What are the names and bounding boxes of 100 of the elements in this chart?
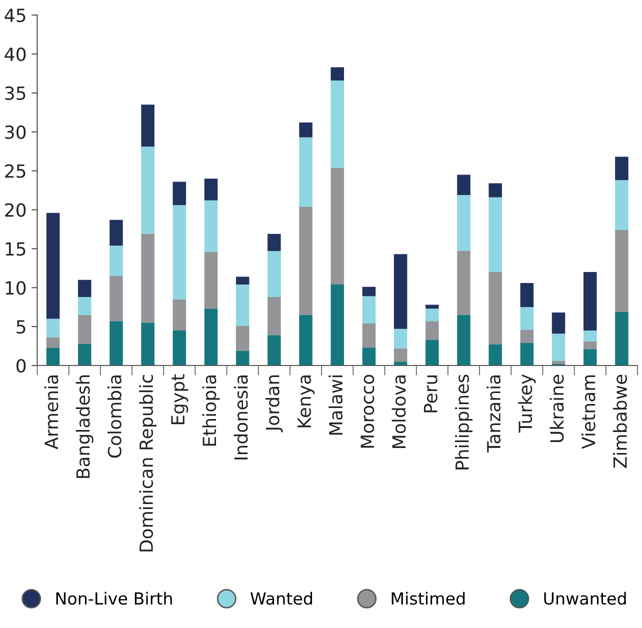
bar (583, 349, 597, 366)
x-tick-label: Dominican Republic (139, 374, 157, 552)
x-tick-label: Jordan (265, 375, 283, 432)
bar (552, 312, 566, 334)
bar (268, 335, 281, 366)
bar (268, 296, 281, 336)
bar (615, 312, 628, 366)
x-tick-label: Kenya (298, 375, 315, 428)
bar (110, 246, 123, 276)
bar (520, 342, 534, 366)
x-tick-label: Moldova (392, 375, 406, 448)
bar (488, 183, 502, 198)
bar (457, 314, 470, 366)
bar (141, 234, 154, 323)
bar (172, 205, 186, 300)
bar (268, 251, 281, 297)
bar (426, 340, 439, 366)
bar (78, 296, 92, 315)
bar (330, 284, 344, 366)
bar (299, 314, 312, 366)
bar (457, 251, 470, 315)
bar (520, 307, 534, 330)
x-tick-label: Colombia (107, 375, 122, 458)
y-tick-label: 10 (6, 281, 26, 295)
bar (488, 197, 502, 272)
y-tick-label: 40 (4, 47, 26, 62)
x-tick-label: Indonesia (234, 375, 248, 460)
y-tick-label: 0 (16, 358, 26, 373)
y-tick-label: 45 (4, 8, 26, 22)
bar (299, 206, 312, 315)
bar (46, 212, 60, 319)
x-tick-label: Ukraine (550, 374, 564, 442)
bar (362, 286, 376, 296)
bar (426, 308, 439, 322)
x-tick-label: Peru (424, 375, 438, 412)
x-tick-label: Vietnam (581, 375, 596, 449)
bar (615, 180, 628, 230)
bar (488, 344, 502, 366)
bar (110, 220, 123, 246)
x-tick-label: Bangladesh (76, 375, 94, 478)
bar (46, 318, 60, 338)
x-tick-label: Ethiopia (202, 375, 220, 446)
y-tick-label: 35 (5, 86, 26, 100)
bar (299, 137, 312, 207)
x-tick-label: Philippines (455, 374, 472, 470)
y-tick-label: 15 (6, 242, 26, 256)
x-tick-label: Turkey (518, 374, 536, 433)
bar (204, 252, 218, 309)
bar (583, 272, 597, 330)
bar (615, 230, 628, 312)
bar (141, 146, 154, 234)
bar (426, 321, 439, 340)
bar (552, 334, 566, 361)
bar (110, 321, 123, 366)
bar (488, 272, 502, 344)
legend-label: Unwanted (544, 592, 626, 605)
bar (520, 282, 534, 308)
bar (394, 348, 408, 362)
bar (78, 344, 92, 366)
bar (457, 174, 470, 195)
bar (362, 323, 376, 348)
bar (78, 280, 92, 297)
bar (141, 322, 154, 366)
bar (204, 200, 218, 252)
bar (583, 330, 597, 342)
bar (362, 348, 376, 366)
x-tick-label: Armenia (44, 375, 58, 450)
bar (236, 350, 250, 366)
bar (204, 178, 218, 200)
bar (46, 337, 60, 348)
bar (520, 330, 534, 343)
legend-label: Non-Live Birth (56, 592, 172, 605)
bar (172, 330, 186, 366)
y-tick-label: 25 (5, 164, 26, 178)
bar (330, 67, 344, 80)
bar (110, 276, 123, 322)
bar (236, 276, 250, 285)
bar (330, 168, 344, 285)
x-tick-label: Malawi (328, 376, 343, 435)
legend-label: Mistimed (392, 592, 465, 605)
bar (299, 122, 312, 138)
bar (394, 254, 408, 329)
x-tick-label: Tanzania (486, 375, 501, 453)
bar (236, 326, 250, 351)
bar (426, 304, 439, 309)
bar (172, 299, 186, 330)
bar (362, 296, 376, 324)
bar (268, 234, 281, 252)
bar (204, 308, 218, 366)
bar (615, 156, 628, 180)
y-tick-label: 30 (5, 125, 26, 139)
x-tick-label: Zimbabwe (612, 374, 627, 468)
bar (78, 314, 92, 344)
bar (172, 182, 186, 206)
bar (552, 360, 566, 364)
bar (394, 328, 408, 348)
bar (141, 104, 154, 147)
y-tick-label: 20 (5, 203, 26, 217)
bar (236, 284, 250, 326)
legend-label: Wanted (250, 592, 312, 605)
